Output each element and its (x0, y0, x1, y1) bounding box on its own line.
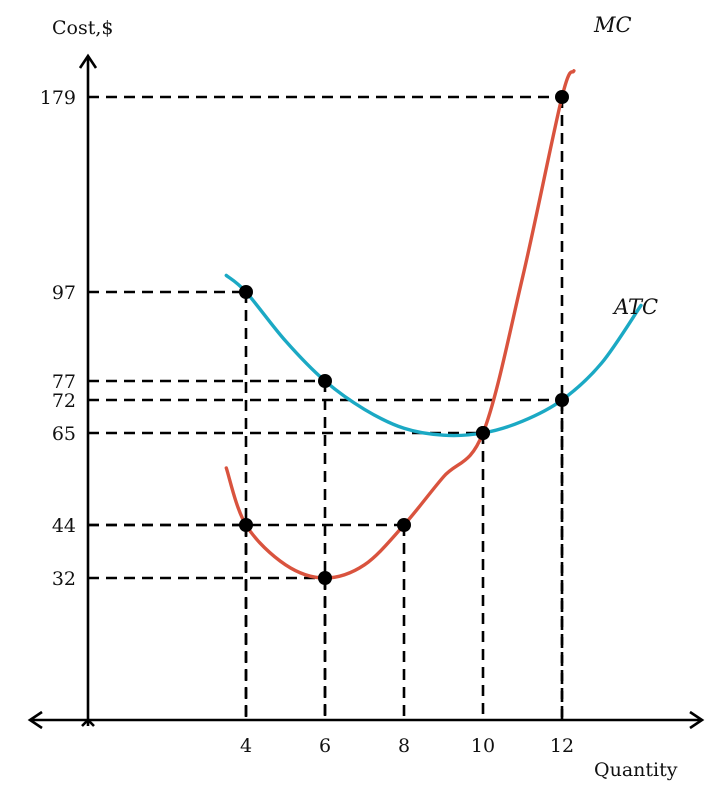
mc-curve-label: MC (593, 13, 632, 37)
mc-point (239, 518, 253, 532)
y-axis-title: Cost,$ (52, 17, 114, 39)
y-tick-label: 72 (52, 390, 76, 412)
y-tick-label: 65 (52, 423, 76, 445)
curves (224, 69, 643, 580)
atc-point (318, 374, 332, 388)
atc-point (476, 426, 490, 440)
y-axis-arrow (78, 53, 98, 69)
y-tick-label: 97 (52, 282, 76, 304)
x-axis-arrow-right (689, 710, 705, 730)
atc-curve (224, 273, 643, 438)
x-tick-label: 12 (550, 735, 574, 757)
x-tick-label: 8 (398, 735, 410, 757)
y-tick-label: 32 (52, 568, 76, 590)
x-axis-arrow-left (27, 710, 43, 730)
y-tick-label: 44 (52, 515, 76, 537)
axes (27, 53, 705, 730)
origin-tick (81, 718, 95, 727)
x-tick-label: 4 (240, 735, 252, 757)
mc-point (397, 518, 411, 532)
atc-point (239, 285, 253, 299)
atc-curve-label: ATC (612, 295, 658, 319)
x-axis-title: Quantity (594, 759, 678, 781)
y-tick-label: 179 (40, 87, 76, 109)
mc-point (555, 90, 569, 104)
y-tick-label: 77 (52, 371, 76, 393)
x-tick-label: 10 (471, 735, 495, 757)
mc-curve (224, 69, 576, 580)
atc-point (555, 393, 569, 407)
mc-point (318, 571, 332, 585)
markers (239, 90, 569, 585)
x-tick-label: 6 (319, 735, 331, 757)
